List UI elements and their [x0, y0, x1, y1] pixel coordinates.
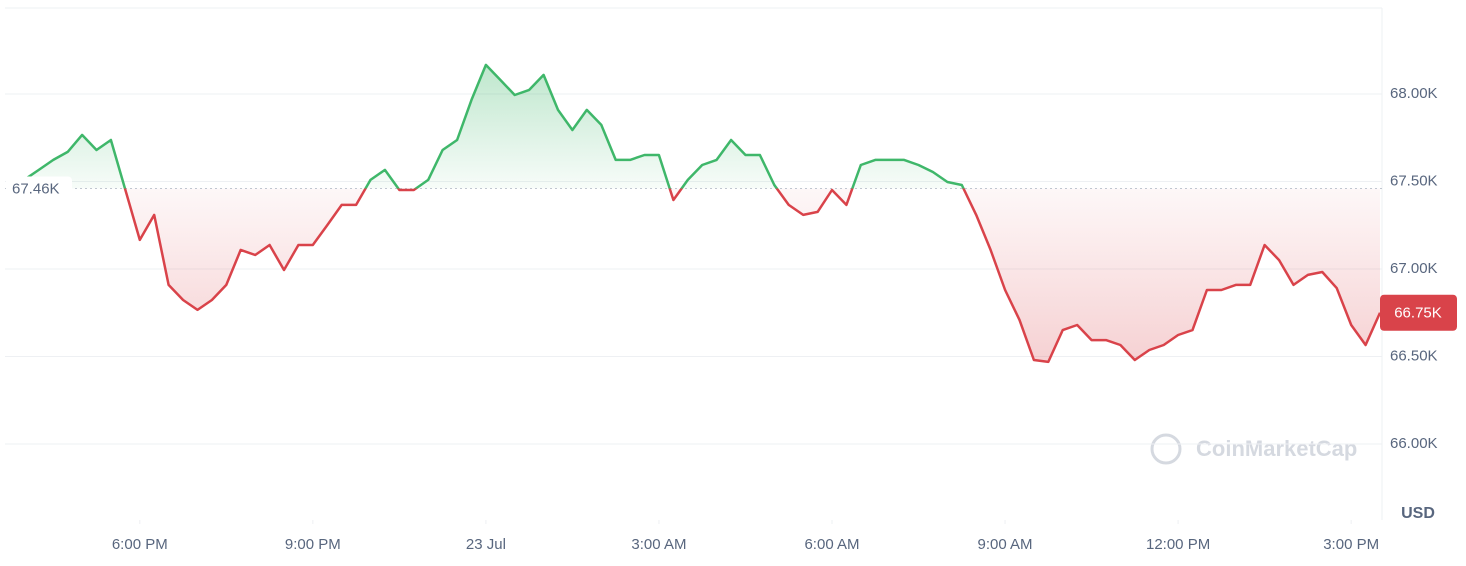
- watermark-logo: [1150, 433, 1182, 465]
- price-line: [9, 63, 1382, 364]
- y-tick-label: 68.00K: [1390, 85, 1438, 102]
- x-tick-label: 3:00 PM: [1323, 536, 1379, 553]
- y-tick-label: 66.50K: [1390, 347, 1438, 364]
- x-tick-label: 9:00 AM: [978, 536, 1033, 553]
- y-tick-label: 66.00K: [1390, 435, 1438, 452]
- baseline-label: 67.46K: [12, 180, 60, 197]
- x-tick-label: 6:00 AM: [804, 536, 859, 553]
- baseline-badge: [6, 176, 72, 201]
- current-price-label: 66.75K: [1394, 305, 1442, 322]
- x-tick-label: 12:00 PM: [1146, 536, 1210, 553]
- x-tick-label: 9:00 PM: [285, 536, 341, 553]
- watermark: CoinMarketCap: [1150, 433, 1357, 465]
- y-tick-label: 67.00K: [1390, 260, 1438, 277]
- x-tick-label: 3:00 AM: [631, 536, 686, 553]
- unit-label: USD: [1401, 505, 1435, 522]
- current-price-badge: [1380, 294, 1457, 331]
- y-tick-label: 67.50K: [1390, 172, 1438, 189]
- watermark-text: CoinMarketCap: [1196, 436, 1357, 461]
- x-tick-label: 23 Jul: [466, 536, 506, 553]
- x-tick-label: 6:00 PM: [112, 536, 168, 553]
- area-fill: [10, 64, 1380, 362]
